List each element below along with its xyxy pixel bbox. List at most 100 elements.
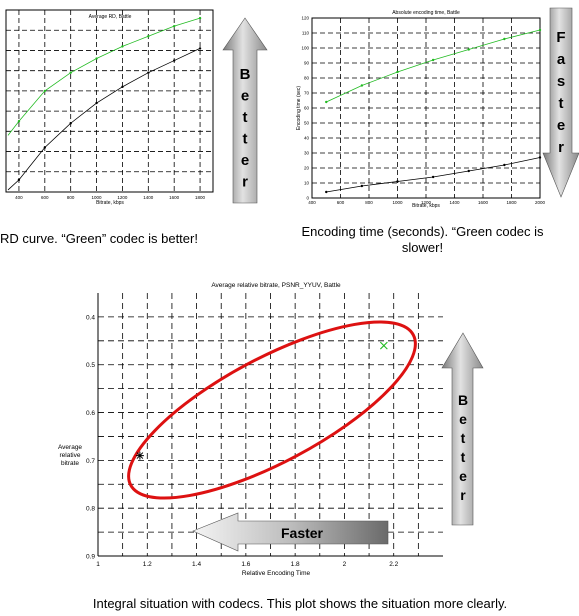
rel-ytick-label: 0.8 [86,506,95,513]
enc-grid [312,18,540,198]
rd-series [7,16,202,191]
arrow-letter: B [240,66,251,83]
rd-grid [6,10,213,192]
rd-data-point [198,16,202,20]
rel-ytick-label: 0.7 [86,458,95,465]
highlight-ellipse [127,320,417,500]
enc-ytick-label: 10 [304,181,310,186]
enc-series [325,28,542,194]
arrow-letter: e [459,411,467,427]
rel-ytick-label: 0.9 [86,554,95,561]
enc-data-point [396,180,399,183]
faster-arrow-top: Faster [542,7,579,198]
enc-xtick-label: 1000 [392,200,403,205]
faster-bottom-label: Faster [281,525,324,541]
rd-data-point [172,59,176,62]
rd-data-point [147,35,150,38]
faster-top-label: Faster [556,29,565,156]
enc-ytick-label: 60 [304,106,310,111]
enc-data-point [325,100,328,104]
rd-xtick-label: 1600 [169,195,180,200]
enc-xtick-label: 1400 [449,200,460,205]
enc-xtick-label: 1600 [478,200,489,205]
enc-xtick-label: 1800 [506,200,517,205]
rd-data-point [172,24,176,28]
rd-caption: RD curve. “Green” codec is better! [0,231,198,246]
arrow-letter: e [241,152,249,169]
arrow-letter: t [461,449,466,465]
enc-caption-line1: Encoding time (seconds). “Green codec is [301,224,544,239]
rd-data-point [17,120,21,123]
arrow-letter: t [243,109,248,126]
enc-data-point [325,190,328,194]
rel-point-black [135,451,144,460]
enc-data-point [396,70,399,74]
bottom-caption: Integral situation with codecs. This plo… [92,596,508,611]
enc-ytick-label: 110 [302,31,310,36]
arrow-letter: r [558,139,564,156]
arrow-letter: a [557,51,566,68]
rel-xtick-label: 1.4 [192,561,201,568]
enc-data-point [431,175,435,179]
rel-xticks: 1 1.2 1.4 1.6 1.8 2 2.2 [96,561,398,568]
rd-xtick-label: 1000 [92,195,103,200]
rd-data-point [121,45,124,48]
rd-chart: Average RD, Battle Bitrate, kbps 400 600 8… [5,9,214,206]
rd-title: Average RD, Battle [89,14,132,20]
rd-data-point [95,57,98,60]
enc-xtick-label: 1200 [421,200,432,205]
arrow-letter: t [243,131,248,148]
enc-caption-line2: slower! [401,240,444,255]
enc-ytick-label: 50 [304,121,310,126]
rel-ytick-label: 0.4 [86,314,95,321]
rel-ylabel-line2: relative [60,452,81,459]
rd-data-point [69,122,72,125]
rel-title: Average relative bitrate, PSNR_YYUV, Bat… [211,282,341,289]
rd-xtick-label: 1400 [143,195,154,200]
rel-xtick-label: 1 [96,561,100,568]
rel-xtick-label: 1.6 [241,561,250,568]
arrow-letter: t [559,95,564,112]
enc-ytick-label: 100 [301,46,309,51]
enc-ytick-label: 70 [304,91,310,96]
arrow-letter: e [557,117,565,134]
arrow-letter: e [241,88,249,105]
rd-data-point [121,85,124,89]
enc-ytick-label: 80 [304,76,310,81]
enc-xticks: 400 600 800 1000 1200 1400 1600 1800 2000 [308,200,545,205]
rd-xtick-label: 600 [41,195,49,200]
rd-data-point [69,71,72,74]
enc-ytick-label: 40 [304,136,310,141]
enc-ytick-label: 0 [306,196,309,201]
rel-grid [98,293,443,556]
rel-xlabel: Relative Encoding Time [242,570,311,577]
rd-xtick-label: 1800 [195,195,206,200]
rel-xtick-label: 2.2 [389,561,398,568]
arrow-letter: B [458,392,468,408]
enc-data-point [467,169,470,173]
rd-plot-frame [5,9,214,193]
rd-xtick-label: 1200 [117,195,128,200]
rd-xtick-label: 400 [15,195,23,200]
enc-data-point [467,48,470,51]
rel-xtick-label: 1.8 [291,561,300,568]
enc-data-point [431,58,435,62]
arrow-letter: s [557,73,565,90]
rel-yticks: 0.4 0.5 0.6 0.7 0.8 0.9 [86,314,95,560]
rd-data-point [17,178,21,182]
rd-xlabel: Bitrate, kbps [96,200,124,206]
enc-chart: Absolute encoding time, Battle Bitrate, … [296,10,546,209]
rd-xticks: 400 600 800 1000 1200 1400 1600 1800 [15,195,205,200]
arrow-letter: e [459,468,467,484]
enc-data-point [538,28,542,32]
enc-data-point [360,184,364,188]
enc-ytick-label: 120 [301,16,309,21]
arrow-letter: r [460,487,466,503]
rd-data-point [147,71,150,74]
arrow-letter: t [461,430,466,446]
enc-data-point [538,156,542,159]
